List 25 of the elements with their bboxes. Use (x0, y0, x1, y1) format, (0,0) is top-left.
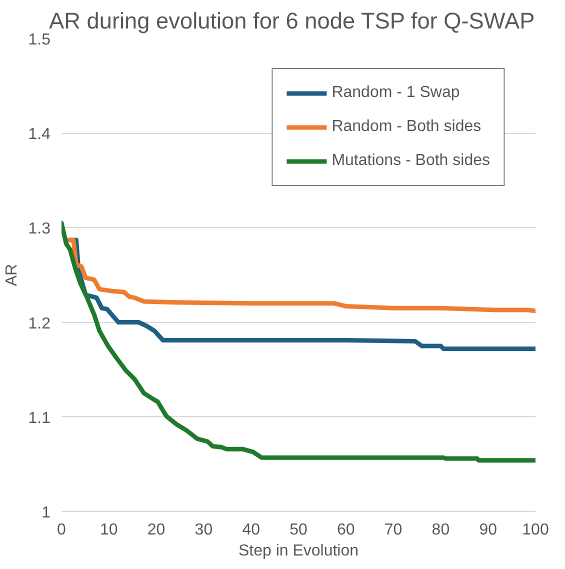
x-axis-title: Step in Evolution (238, 542, 359, 560)
y-axis-title: AR (3, 264, 20, 286)
y-tick-label: 1.5 (28, 32, 51, 48)
x-tick-label: 90 (479, 522, 498, 538)
line-series (62, 220, 536, 463)
x-tick-label: 50 (290, 522, 308, 538)
chart-title: AR during evolution for 6 node TSP for Q-SWAP (49, 8, 535, 34)
y-tick-label: 1.4 (28, 126, 51, 144)
line-series (65, 238, 536, 314)
x-tick-label: 30 (194, 522, 213, 538)
y-tick-label: 1.3 (28, 220, 51, 238)
legend-label: Random - 1 Swap (332, 84, 460, 102)
x-tick-label: 60 (337, 522, 355, 538)
y-tick-label: 1.1 (28, 410, 51, 427)
x-tick-label: 70 (384, 522, 402, 538)
x-tick-label: 0 (57, 522, 66, 538)
legend-label: Random - Both sides (332, 118, 482, 136)
x-tick-label: 100 (522, 522, 549, 538)
x-tick-label: 10 (100, 522, 118, 538)
x-tick-label: 20 (147, 522, 166, 538)
legend-label: Mutations - Both sides (332, 152, 490, 170)
x-tick-label: 40 (242, 522, 260, 538)
x-tick-label: 80 (432, 522, 450, 538)
y-tick-label: 1 (42, 504, 51, 522)
y-tick-label: 1.2 (28, 315, 51, 332)
